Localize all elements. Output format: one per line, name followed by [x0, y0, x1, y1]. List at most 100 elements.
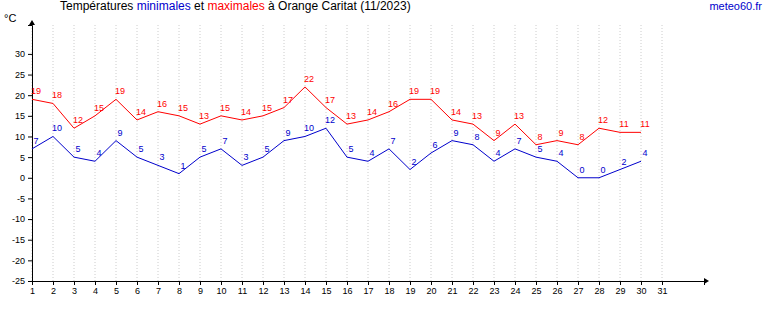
tick: 25 [15, 70, 32, 80]
data-label: 3 [243, 152, 248, 162]
tick: 15 [15, 111, 32, 121]
data-label: 8 [579, 132, 584, 142]
data-label: 16 [157, 99, 167, 109]
data-label: 13 [472, 111, 482, 121]
tick-mark [74, 281, 75, 285]
tick-label: -25 [12, 276, 25, 286]
tick-mark [53, 281, 54, 285]
tick-label: 30 [15, 49, 25, 59]
tick: 15 [321, 281, 331, 296]
tick: 20 [15, 91, 32, 101]
data-label: 15 [178, 103, 188, 113]
data-label: 12 [598, 115, 608, 125]
tick-mark [158, 281, 159, 285]
grid-line [74, 25, 75, 281]
data-label: 5 [537, 144, 542, 154]
data-label: 4 [642, 148, 647, 158]
y-axis-title: °C [4, 12, 16, 24]
tick: 30 [15, 49, 32, 59]
tick: 11 [238, 281, 247, 296]
tick-mark [284, 281, 285, 285]
tick-mark [431, 281, 432, 285]
tick-mark [641, 281, 642, 285]
data-label: 5 [138, 144, 143, 154]
tick-label: 29 [615, 286, 625, 296]
tick: 18 [384, 281, 394, 296]
tick-mark [515, 281, 516, 285]
tick: 7 [156, 281, 161, 296]
grid-line [242, 25, 243, 281]
data-label: 18 [52, 90, 62, 100]
tick: 10 [216, 281, 226, 296]
tick-label: 4 [93, 286, 98, 296]
title-part: Températures [60, 0, 137, 13]
tick-label: 5 [20, 153, 25, 163]
tick-label: 23 [489, 286, 499, 296]
axis-arrow [29, 20, 35, 25]
axis-arrow [704, 278, 709, 284]
tick-label: 26 [552, 286, 562, 296]
tick-mark [389, 281, 390, 285]
tick-label: 10 [216, 286, 226, 296]
grid-line [95, 25, 96, 281]
grid-line [368, 25, 369, 281]
tick-label: 2 [51, 286, 56, 296]
y-axis: -25-20-15-10-5051015202530 [12, 26, 33, 287]
tick: 25 [531, 281, 541, 296]
data-label: 22 [304, 74, 314, 84]
tick-mark [28, 240, 32, 241]
tick-label: 22 [468, 286, 478, 296]
tick-mark [179, 281, 180, 285]
tick-mark [28, 116, 32, 117]
grid-line [494, 25, 495, 281]
data-label: 4 [369, 148, 374, 158]
grid-line [599, 25, 600, 281]
tick-mark [620, 281, 621, 285]
tick-mark [28, 136, 32, 137]
data-label: 19 [115, 86, 125, 96]
tick-label: 8 [177, 286, 182, 296]
data-label: 10 [52, 123, 62, 133]
title-part: maximales [207, 0, 264, 13]
data-label: 10 [304, 123, 314, 133]
tick-label: 7 [156, 286, 161, 296]
data-label: 17 [325, 95, 335, 105]
tick-mark [116, 281, 117, 285]
grid-line [305, 25, 306, 281]
data-label: 12 [73, 115, 83, 125]
tick: 19 [405, 281, 415, 296]
tick: 20 [426, 281, 436, 296]
data-label: 19 [409, 86, 419, 96]
tick-mark [368, 281, 369, 285]
tick-mark [28, 260, 32, 261]
grid-line [515, 25, 516, 281]
data-label: 7 [33, 136, 38, 146]
tick-mark [347, 281, 348, 285]
tick-label: 16 [342, 286, 352, 296]
grid-line [116, 25, 117, 281]
data-label: 17 [283, 95, 293, 105]
tick: 5 [20, 153, 32, 163]
data-label: 19 [430, 86, 440, 96]
tick: 27 [573, 281, 583, 296]
tick-mark [28, 219, 32, 220]
grid-line [347, 25, 348, 281]
tick: 29 [615, 281, 625, 296]
tick-label: 1 [30, 286, 35, 296]
tick-mark [242, 281, 243, 285]
grid-line [284, 25, 285, 281]
tick-label: -10 [12, 214, 25, 224]
tick-label: 18 [384, 286, 394, 296]
tick-mark [326, 281, 327, 285]
tick-mark [557, 281, 558, 285]
data-label: 16 [388, 99, 398, 109]
tick: 16 [342, 281, 352, 296]
grid-line [326, 25, 327, 281]
data-label: 12 [325, 115, 335, 125]
tick: 21 [447, 281, 457, 296]
data-labels: 7105495315735910125472698475400241918121… [31, 74, 650, 175]
grid-line [53, 25, 54, 281]
data-label: 13 [199, 111, 209, 121]
tick-label: 27 [573, 286, 583, 296]
grid-line [641, 25, 642, 281]
